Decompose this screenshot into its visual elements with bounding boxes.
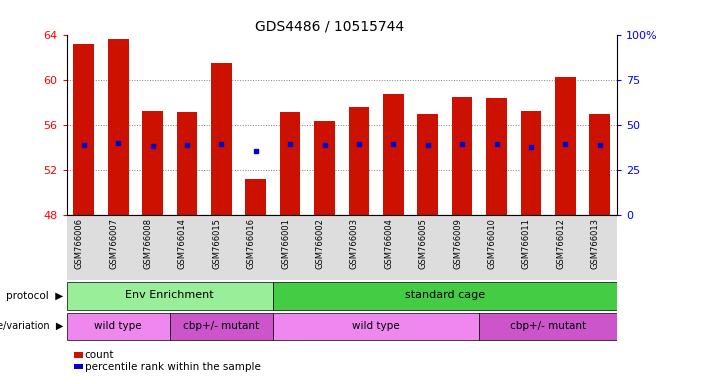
Text: GSM766015: GSM766015 [212,218,222,269]
Text: GSM766013: GSM766013 [591,218,599,269]
Bar [177,113,197,215]
Text: GDS4486 / 10515744: GDS4486 / 10515744 [255,19,404,33]
Text: GSM766006: GSM766006 [75,218,84,269]
Text: GSM766012: GSM766012 [557,218,565,269]
Text: Env Enrichment: Env Enrichment [125,290,214,300]
Text: GSM766009: GSM766009 [453,218,462,269]
Bar [479,313,617,340]
Text: GSM766010: GSM766010 [487,218,496,269]
Text: cbp+/- mutant: cbp+/- mutant [510,321,586,331]
Bar [555,78,576,215]
Bar [383,94,404,215]
Text: standard cage: standard cage [405,290,485,300]
Text: GSM766014: GSM766014 [178,218,187,269]
Text: genotype/variation  ▶: genotype/variation ▶ [0,321,63,331]
Bar [451,97,472,215]
Text: GSM766005: GSM766005 [418,218,428,269]
Bar [245,179,266,215]
Bar [348,107,369,215]
Text: count: count [85,350,114,360]
Text: cbp+/- mutant: cbp+/- mutant [183,321,259,331]
Bar [590,114,610,215]
Bar [170,313,273,340]
Bar [74,44,94,215]
Text: GSM766008: GSM766008 [144,218,153,269]
Bar [273,313,479,340]
Bar [521,111,541,215]
Bar [142,111,163,215]
Text: GSM766011: GSM766011 [522,218,531,269]
Bar [108,39,128,215]
Text: GSM766004: GSM766004 [384,218,393,269]
Text: percentile rank within the sample: percentile rank within the sample [85,362,261,372]
Bar [486,98,507,215]
Text: wild type: wild type [353,321,400,331]
Text: wild type: wild type [95,321,142,331]
Text: GSM766001: GSM766001 [281,218,290,269]
Text: GSM766007: GSM766007 [109,218,118,269]
Text: GSM766016: GSM766016 [247,218,256,269]
Text: GSM766003: GSM766003 [350,218,359,269]
Bar [67,282,273,310]
Text: GSM766002: GSM766002 [315,218,325,269]
Bar [67,313,170,340]
Text: protocol  ▶: protocol ▶ [6,291,63,301]
Bar [211,63,231,215]
Bar [314,121,335,215]
Bar [273,282,617,310]
Bar [417,114,438,215]
Bar [280,113,301,215]
